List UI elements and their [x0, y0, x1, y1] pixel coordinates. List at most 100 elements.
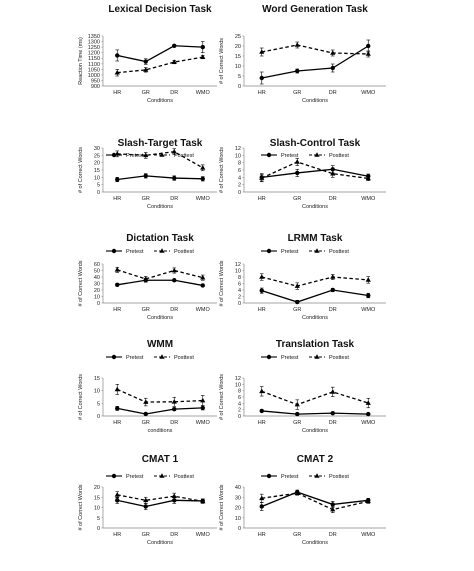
series-line — [117, 56, 203, 74]
data-point — [115, 177, 120, 182]
y-tick-label: 25 — [235, 34, 241, 40]
data-point — [200, 498, 206, 504]
series-line — [261, 390, 369, 406]
y-tick-label: 1150 — [88, 56, 100, 62]
data-point — [330, 506, 336, 512]
y-tick-label: 20 — [94, 485, 100, 491]
x-tick-label: GR — [293, 196, 301, 202]
chart-panel-2: Word Generation Task 0 5 10 15 20 25 HR GR DR WMO C… — [219, 4, 386, 104]
x-tick-label: HR — [258, 420, 266, 426]
data-point — [114, 491, 120, 497]
legend-marker-posttest — [159, 248, 165, 253]
chart-title: Dictation Task — [126, 233, 194, 244]
x-tick-label: HR — [258, 532, 266, 538]
x-axis-title: Conditions — [302, 428, 328, 434]
y-tick-label: 5 — [238, 74, 241, 80]
legend-label-posttest: Posttest — [329, 355, 349, 361]
x-axis-title: conditions — [148, 428, 173, 434]
y-axis-title: # of Correct Words — [78, 260, 84, 306]
y-tick-label: 15 — [94, 168, 100, 174]
legend-marker-posttest — [159, 354, 165, 359]
y-axis-title: # of Correct Words — [78, 147, 84, 193]
data-point — [200, 283, 205, 288]
series-posttest — [259, 41, 371, 58]
x-tick-label: HR — [258, 307, 266, 313]
data-point — [366, 411, 371, 417]
chart-title: WMM — [147, 339, 173, 350]
x-axis-title: Conditions — [147, 98, 173, 104]
data-point — [114, 69, 120, 75]
series-line — [261, 491, 369, 508]
y-tick-label: 10 — [235, 382, 241, 388]
legend-marker-pretest — [266, 152, 272, 158]
y-axis-title: # of Correct Words — [219, 260, 225, 306]
data-point — [330, 389, 336, 394]
series-line — [117, 175, 203, 181]
y-tick-label: 20 — [94, 288, 100, 294]
data-point — [171, 399, 177, 404]
data-point — [259, 495, 265, 501]
y-axis-title: # of Correct Words — [78, 374, 84, 420]
legend-marker-posttest — [314, 248, 320, 253]
x-tick-label: WMO — [196, 90, 211, 96]
data-point — [365, 277, 371, 282]
chart-title: Translation Task — [276, 339, 355, 350]
data-point — [200, 54, 206, 59]
x-tick-label: DR — [329, 90, 337, 96]
y-tick-label: 2 — [238, 295, 241, 301]
y-tick-label: 30 — [94, 146, 100, 152]
data-point — [200, 405, 205, 411]
x-tick-label: HR — [113, 532, 121, 538]
data-point — [259, 408, 264, 414]
data-point — [365, 498, 371, 504]
y-tick-label: 10 — [94, 175, 100, 181]
data-point — [259, 504, 264, 509]
data-point — [366, 43, 371, 49]
series-pretest — [259, 287, 371, 305]
y-tick-label: 10 — [235, 269, 241, 275]
y-tick-label: 1000 — [88, 73, 100, 79]
series-pretest — [115, 41, 205, 65]
chart-title: LRMM Task — [288, 233, 343, 244]
x-tick-label: GR — [142, 307, 150, 313]
y-axis-title: # of Correct Words — [219, 374, 225, 420]
legend-marker-pretest — [111, 152, 117, 158]
y-tick-label: 2 — [238, 183, 241, 189]
data-point — [200, 176, 205, 181]
data-point — [143, 504, 148, 509]
series-pretest — [115, 496, 205, 510]
chart-title: Lexical Decision Task — [108, 4, 212, 15]
data-point — [114, 267, 120, 272]
chart-panel-10: CMAT 2 Pretest Posttest 0 10 20 30 40 HR GR DR WMO C… — [219, 454, 386, 546]
y-tick-label: 0 — [97, 301, 100, 307]
data-point — [330, 167, 335, 172]
data-point — [143, 497, 149, 503]
data-point — [143, 399, 149, 404]
x-tick-label: DR — [170, 196, 178, 202]
x-tick-label: HR — [113, 90, 121, 96]
legend-label-pretest: Pretest — [126, 474, 144, 480]
data-point — [172, 175, 177, 181]
y-tick-label: 4 — [238, 288, 241, 294]
y-tick-label: 0 — [238, 526, 241, 532]
x-tick-label: DR — [170, 90, 178, 96]
y-tick-label: 4 — [238, 401, 241, 407]
y-tick-label: 4 — [238, 175, 241, 181]
series-line — [117, 279, 203, 287]
series-line — [261, 168, 369, 178]
y-tick-label: 1250 — [88, 45, 100, 51]
y-tick-label: 0 — [238, 190, 241, 196]
y-tick-label: 5 — [97, 516, 100, 522]
series-line — [261, 276, 369, 287]
legend-label-pretest: Pretest — [281, 355, 299, 361]
x-tick-label: WMO — [196, 196, 211, 202]
legend-marker-posttest — [314, 473, 320, 478]
y-tick-label: 0 — [97, 526, 100, 532]
x-tick-label: HR — [258, 90, 266, 96]
series-line — [261, 44, 369, 55]
series-posttest — [114, 54, 206, 77]
data-point — [200, 165, 206, 170]
y-tick-label: 20 — [235, 506, 241, 512]
